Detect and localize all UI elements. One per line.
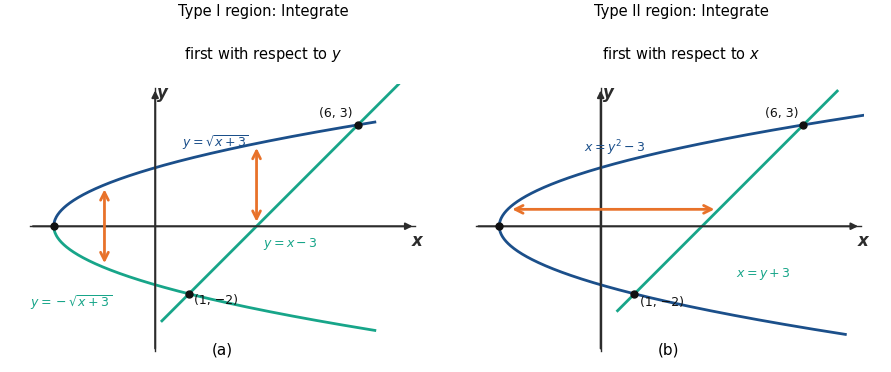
Text: y: y (157, 84, 168, 102)
Text: (1, −2): (1, −2) (194, 294, 238, 307)
Text: (6, 3): (6, 3) (764, 107, 798, 120)
Text: $y = \sqrt{x + 3}$: $y = \sqrt{x + 3}$ (182, 133, 249, 152)
Text: (6, 3): (6, 3) (319, 107, 353, 120)
Text: first with respect to $x$: first with respect to $x$ (602, 45, 761, 64)
Text: (a): (a) (212, 342, 233, 357)
Text: $x = y + 3$: $x = y + 3$ (736, 266, 790, 282)
Text: first with respect to $y$: first with respect to $y$ (184, 45, 342, 64)
Text: $x = y^2 - 3$: $x = y^2 - 3$ (584, 138, 645, 158)
Text: Type I region: Integrate: Type I region: Integrate (177, 4, 348, 19)
Text: (b): (b) (658, 342, 679, 357)
Text: $y = x - 3$: $y = x - 3$ (264, 235, 318, 251)
Text: x: x (857, 232, 868, 250)
Text: (1, −2): (1, −2) (640, 295, 683, 308)
Text: $y = -\sqrt{x + 3}$: $y = -\sqrt{x + 3}$ (30, 294, 112, 312)
Text: x: x (412, 232, 422, 250)
Text: y: y (602, 84, 614, 102)
Text: Type II region: Integrate: Type II region: Integrate (594, 4, 769, 19)
